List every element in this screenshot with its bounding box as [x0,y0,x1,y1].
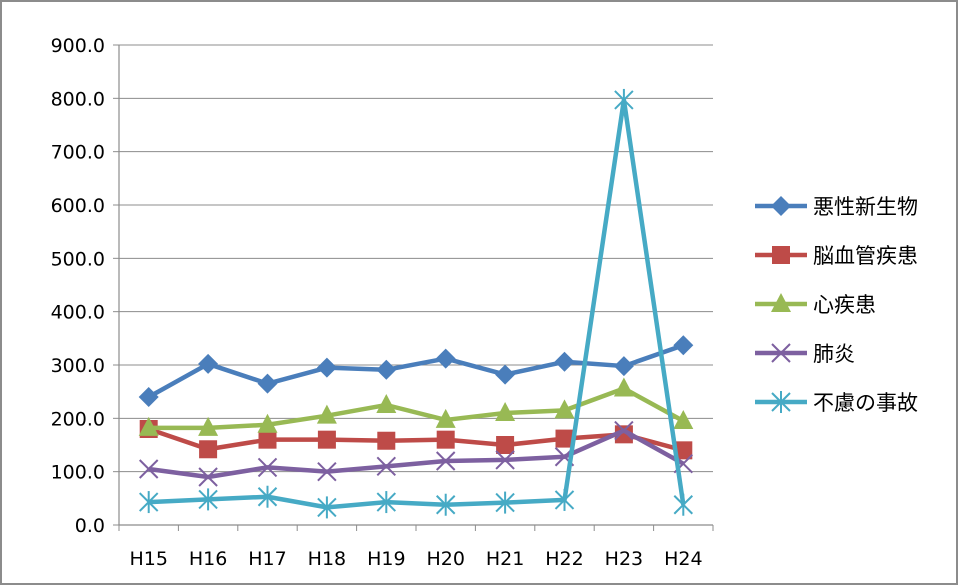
y-tick-label: 0.0 [75,515,105,537]
data-point [198,488,218,511]
data-point [435,451,456,471]
x-tick-label: H17 [248,548,286,570]
series-line [148,386,685,431]
y-tick-label: 100.0 [51,462,105,484]
data-point [771,343,791,363]
data-point [138,416,159,436]
series [138,335,694,407]
data-point [257,485,278,508]
series-line [148,97,686,510]
x-tick-label: H23 [605,548,643,570]
y-tick-label: 800.0 [51,88,105,110]
data-point [317,430,336,449]
data-point [771,391,791,413]
x-tick-label: H21 [486,548,524,570]
y-tick-label: 700.0 [51,142,105,164]
data-point [376,491,397,514]
data-point [674,441,693,460]
data-point [771,293,791,312]
data-point [376,394,397,413]
data-point [138,387,159,407]
data-point [257,373,278,394]
data-point [554,488,575,511]
data-point [198,353,219,374]
data-point [495,491,515,514]
data-point [673,493,694,516]
data-point [436,430,455,449]
data-point [199,440,218,459]
data-point [376,359,397,380]
x-tick-label: H15 [129,548,167,570]
y-tick-label: 200.0 [51,408,105,430]
data-point [435,348,456,369]
legend-entry: 不慮の事故 [755,391,918,415]
data-point [317,496,337,519]
x-tick-label: H24 [664,548,702,570]
data-point [613,377,634,397]
y-axis-tick-labels: 0.0 100.0 200.0 300.0 400.0 500.0 600.0 700.0 80… [51,35,105,537]
x-tick-label: H20 [426,548,464,570]
data-point [138,459,159,479]
legend-entry: 心疾患 [755,293,876,317]
data-point [376,456,397,477]
series [138,88,694,519]
data-point [257,457,278,478]
data-point [496,436,515,454]
data-point [771,196,791,216]
legend-label: 脳血管疾患 [813,244,918,268]
data-point [435,408,456,428]
data-point [316,404,337,424]
y-tick-label: 400.0 [51,302,105,324]
data-point [495,402,516,421]
data-point [258,430,277,449]
legend-label: 肺炎 [813,342,855,366]
data-point [554,351,575,372]
legend-label: 心疾患 [813,293,876,317]
data-point [138,491,159,514]
y-tick-label: 600.0 [51,195,105,217]
data-point [554,399,575,419]
data-point [435,493,456,516]
series-lines [138,88,694,519]
data-point [316,357,337,378]
data-point [198,467,218,487]
legend-entry: 脳血管疾患 [755,244,918,268]
data-point [317,461,337,482]
data-point [772,246,790,264]
series-line [148,428,685,480]
data-point [614,420,634,441]
x-tick-label: H22 [545,548,583,570]
data-point [495,364,516,385]
legend-label: 悪性新生物 [813,195,918,219]
x-axis-tick-labels: H15 H16 H17 H18 H19 H20 H21 H22 H23 H24 [129,548,702,570]
data-point [257,413,278,433]
data-point [198,416,219,436]
legend-label: 不慮の事故 [813,391,918,415]
series-line [147,343,685,399]
y-tick-label: 900.0 [51,35,105,57]
legend-entry: 肺炎 [755,342,855,366]
data-point [495,450,515,470]
axes [113,44,714,531]
y-tick-label: 500.0 [51,248,105,270]
data-point [673,335,694,356]
series [138,420,694,487]
x-tick-label: H16 [189,548,227,570]
data-point [377,431,396,450]
x-tick-label: H19 [367,548,405,570]
series-line [147,426,684,453]
x-tick-label: H18 [308,548,346,570]
y-tick-label: 300.0 [51,355,105,377]
data-point [555,429,574,448]
series [138,377,694,436]
data-point [614,88,634,111]
data-point [613,356,634,377]
data-point [673,410,694,429]
data-point [614,425,633,444]
legend-entry: 悪性新生物 [755,195,918,219]
